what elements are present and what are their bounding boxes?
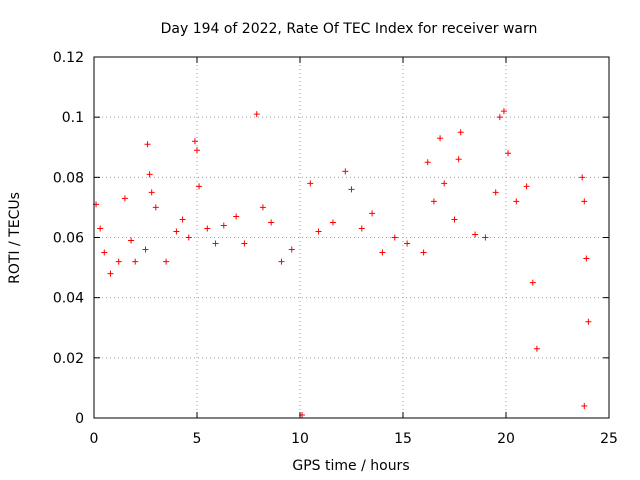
y-tick-label: 0 xyxy=(75,411,84,427)
x-tick-label: 20 xyxy=(497,431,515,447)
data-point xyxy=(278,258,285,265)
data-point xyxy=(315,228,322,235)
data-point xyxy=(307,180,314,187)
data-point xyxy=(97,225,104,232)
data-point xyxy=(194,147,200,154)
data-point xyxy=(107,270,114,277)
data-point xyxy=(212,240,219,247)
data-point xyxy=(529,279,536,286)
data-point xyxy=(441,180,448,187)
grid-lines xyxy=(94,57,609,418)
data-point xyxy=(369,210,376,217)
data-point xyxy=(179,216,186,223)
data-point xyxy=(391,234,398,241)
data-point xyxy=(204,225,211,232)
data-point xyxy=(581,402,588,409)
data-point xyxy=(420,249,427,256)
data-points xyxy=(93,108,592,418)
data-point xyxy=(329,219,336,226)
x-tick-label: 10 xyxy=(291,431,309,447)
data-point xyxy=(121,195,128,202)
data-point xyxy=(523,183,530,190)
y-tick-label: 0.04 xyxy=(53,291,84,307)
data-point xyxy=(513,198,520,205)
data-point xyxy=(472,231,479,238)
data-point xyxy=(152,204,159,211)
data-point xyxy=(173,228,180,235)
x-tick-label: 5 xyxy=(193,431,202,447)
data-point xyxy=(358,225,365,232)
data-point xyxy=(220,222,227,229)
data-point xyxy=(500,108,507,115)
data-point xyxy=(496,114,503,121)
data-point xyxy=(185,234,192,241)
x-axis-ticks: 0 5 10 15 20 25 xyxy=(90,57,618,447)
x-tick-label: 15 xyxy=(394,431,412,447)
data-point xyxy=(115,258,122,265)
x-tick-label: 0 xyxy=(90,431,99,447)
data-point xyxy=(101,249,108,256)
y-tick-label: 0.12 xyxy=(53,50,84,66)
y-tick-label: 0.1 xyxy=(62,110,84,126)
data-point xyxy=(482,234,489,241)
data-point xyxy=(581,198,588,205)
data-point xyxy=(191,138,198,145)
data-point xyxy=(451,216,458,223)
data-point xyxy=(148,189,155,196)
y-tick-label: 0.08 xyxy=(53,170,84,186)
data-point xyxy=(348,186,355,193)
data-point xyxy=(505,150,512,157)
data-point xyxy=(259,204,266,211)
y-tick-label: 0.06 xyxy=(53,231,84,247)
chart-title: Day 194 of 2022, Rate Of TEC Index for r… xyxy=(161,21,538,37)
data-point xyxy=(142,246,149,253)
plot-frame xyxy=(93,56,610,419)
x-tick-label: 25 xyxy=(600,431,618,447)
data-point xyxy=(132,258,139,265)
data-point xyxy=(233,213,240,220)
data-point xyxy=(379,249,386,256)
data-point xyxy=(424,159,431,166)
x-axis-label: GPS time / hours xyxy=(292,458,409,474)
data-point xyxy=(457,129,464,136)
data-point xyxy=(455,156,462,163)
data-point xyxy=(404,240,411,247)
data-point xyxy=(144,141,151,148)
data-point xyxy=(268,219,275,226)
data-point xyxy=(342,168,349,175)
data-point xyxy=(533,345,540,352)
y-tick-label: 0.02 xyxy=(53,351,84,367)
data-point xyxy=(583,255,590,262)
data-point xyxy=(579,174,586,181)
y-axis-ticks: 0 0.02 0.04 0.06 0.08 0.1 0.12 xyxy=(53,50,609,427)
y-axis-label: ROTI / TECUs xyxy=(7,192,23,284)
data-point xyxy=(128,237,135,244)
data-point xyxy=(492,189,499,196)
data-point xyxy=(437,135,444,142)
data-point xyxy=(196,183,203,190)
data-point xyxy=(241,240,248,247)
data-point xyxy=(163,258,170,265)
data-point xyxy=(146,171,153,178)
data-point xyxy=(430,198,437,205)
data-point xyxy=(253,111,260,118)
data-point xyxy=(585,318,592,325)
data-point xyxy=(288,246,295,253)
